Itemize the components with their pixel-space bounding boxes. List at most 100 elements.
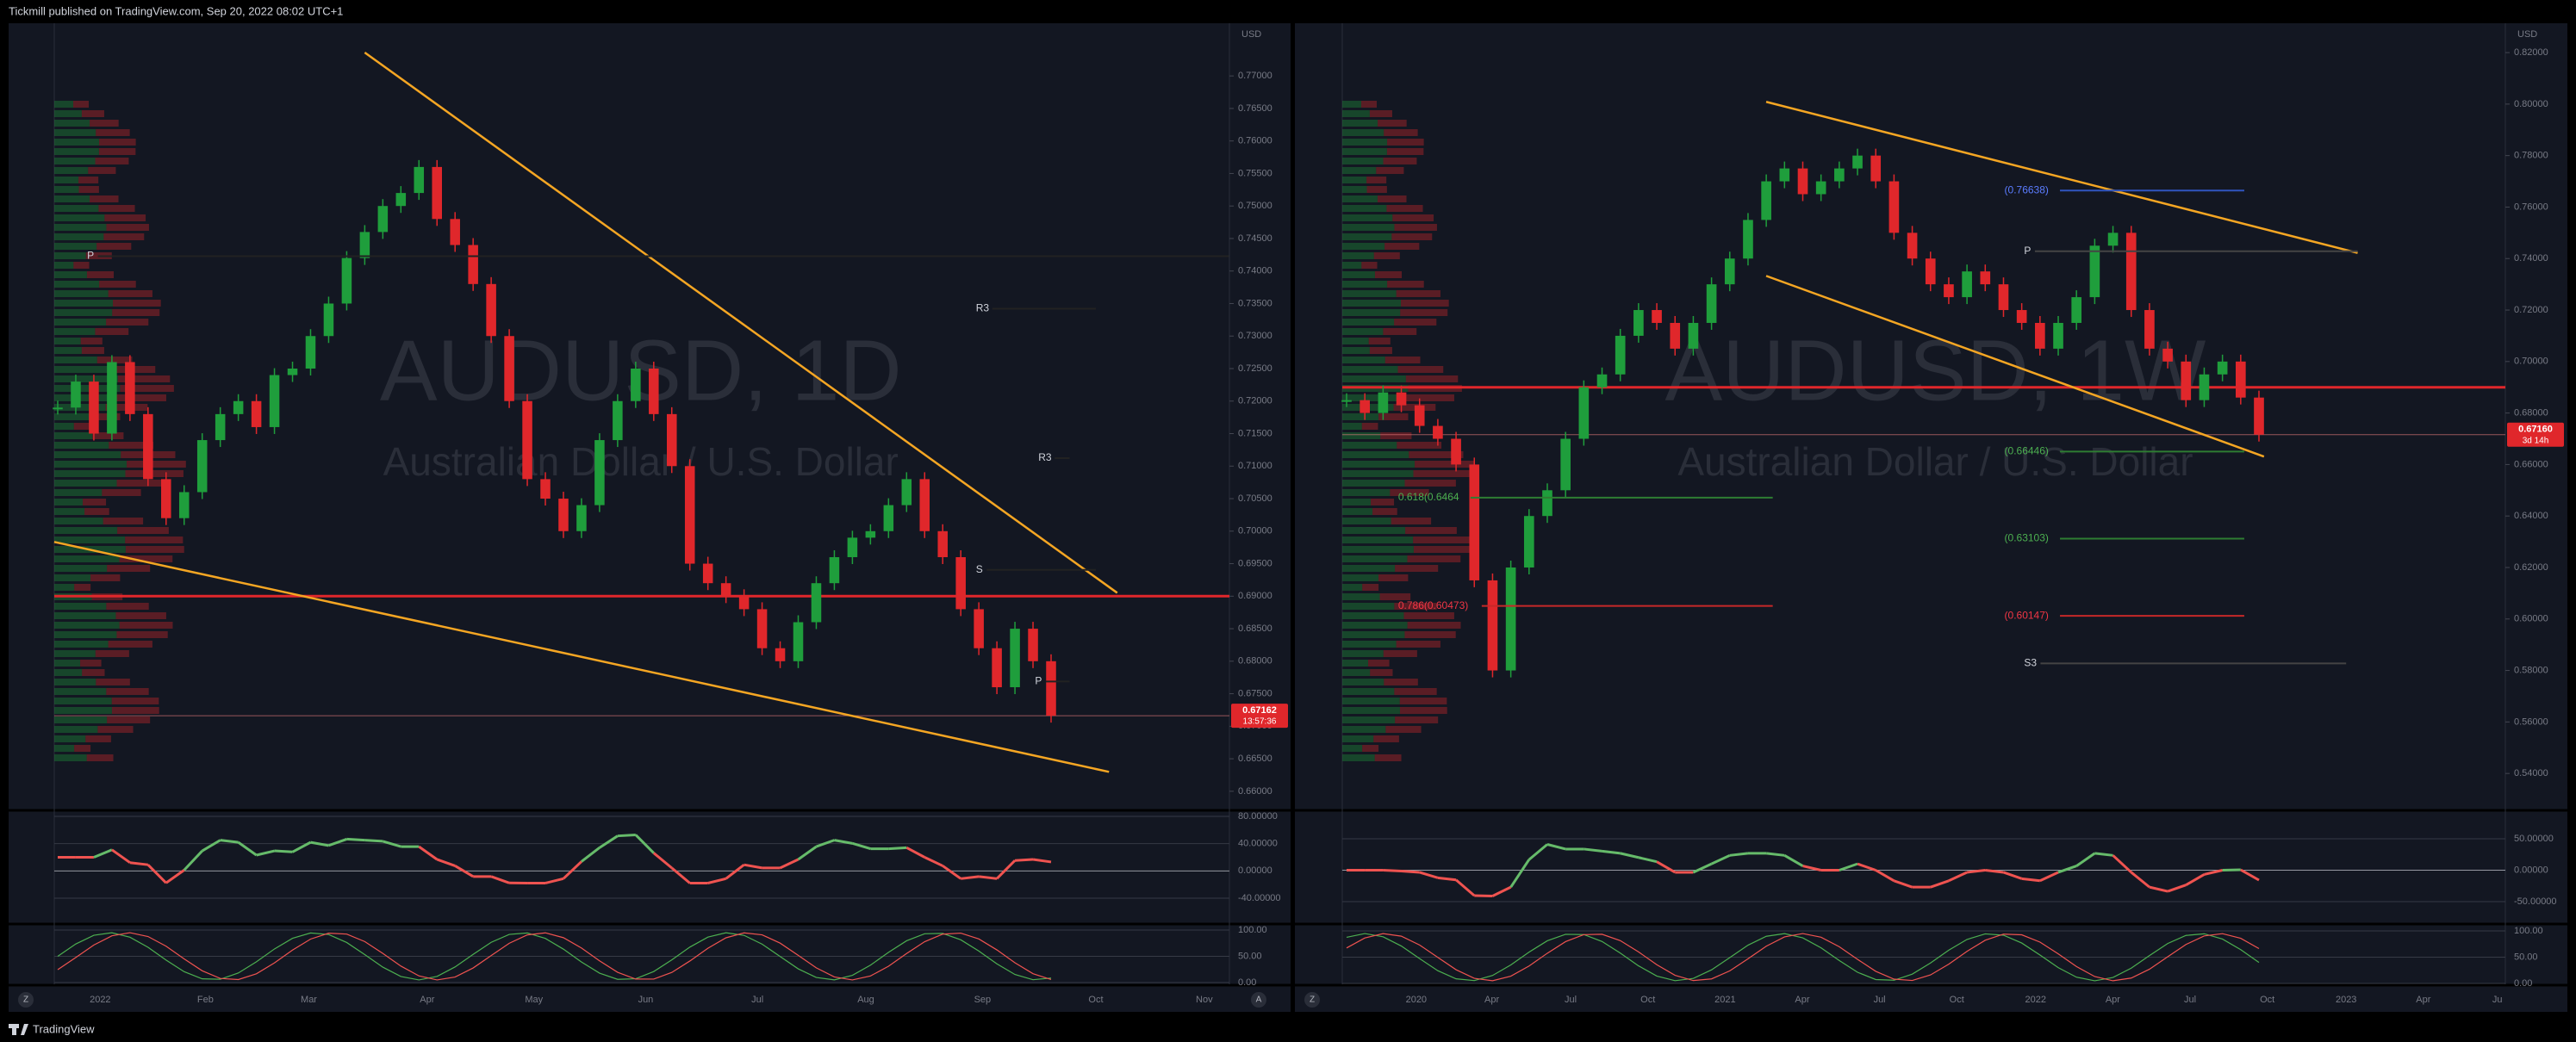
volume-profile-bar — [113, 300, 161, 307]
candle-body — [1396, 392, 1407, 406]
volume-profile-bar — [1395, 565, 1439, 572]
y-tick-label: 0.82000 — [2514, 47, 2548, 58]
candle-body — [1688, 322, 1699, 349]
scale-button-label[interactable]: Z — [1310, 995, 1315, 1005]
volume-profile-bar — [1342, 319, 1395, 326]
volume-profile-bar — [73, 101, 89, 108]
volume-profile-bar — [1342, 271, 1375, 278]
volume-profile-bar — [1396, 290, 1440, 297]
candle-body — [143, 413, 153, 480]
rsi-curve — [1765, 852, 1785, 857]
volume-profile-bar — [78, 186, 99, 193]
volume-profile-bar — [54, 281, 100, 288]
volume-profile-bar — [1342, 451, 1409, 458]
currency-label: USD — [2517, 29, 2537, 40]
candle-body — [558, 499, 569, 531]
volume-profile-bar — [1342, 309, 1401, 316]
footer-brand[interactable]: TradingView — [33, 1022, 95, 1035]
candle-body — [1815, 181, 1826, 195]
volume-profile-bar — [1342, 574, 1379, 581]
x-tick-label: Jul — [1874, 995, 1886, 1005]
candle-body — [1743, 220, 1753, 259]
volume-profile-bar — [97, 726, 134, 733]
rsi-curve — [1509, 859, 1531, 888]
volume-profile-bar — [1368, 338, 1391, 344]
volume-profile-bar — [54, 120, 90, 127]
x-tick-label: Apr — [1484, 995, 1499, 1005]
candle-body — [125, 362, 135, 414]
volume-profile-bar — [1409, 451, 1464, 458]
x-tick-label: Aug — [857, 995, 874, 1005]
annotation-label: R3 — [976, 302, 990, 314]
y-tick-label: 0.73000 — [1238, 331, 1272, 341]
volume-profile-bar — [1342, 650, 1384, 657]
rsi-curve — [346, 837, 365, 842]
trend-line — [1765, 275, 2265, 458]
y-tick-label: 0.62000 — [2514, 562, 2548, 573]
volume-profile-bar — [1376, 167, 1404, 174]
volume-profile-bar — [1342, 423, 1362, 430]
rsi-curve — [327, 837, 347, 847]
rsi-curve — [382, 840, 401, 848]
volume-profile-bar — [116, 480, 168, 487]
scale-button[interactable] — [18, 992, 34, 1008]
volume-profile-bar — [54, 271, 87, 278]
y-tick-label: 0.58000 — [2514, 665, 2548, 675]
rsi-curve — [201, 839, 221, 853]
volume-profile-bar — [1362, 584, 1379, 591]
volume-profile-bar — [1361, 101, 1377, 108]
rsi-curve — [562, 860, 582, 880]
volume-profile-bar — [1385, 726, 1422, 733]
volume-profile-bar — [1368, 660, 1390, 667]
candle-body — [2144, 310, 2155, 349]
scale-button[interactable] — [1304, 992, 1320, 1008]
volume-profile-bar — [1372, 508, 1397, 515]
currency-label: USD — [1241, 29, 1261, 40]
volume-profile-bar — [107, 565, 151, 572]
volume-profile-bar — [1342, 707, 1400, 714]
volume-profile-bar — [1342, 698, 1400, 704]
volume-profile-bar — [1342, 347, 1370, 354]
volume-profile-bar — [1396, 641, 1440, 648]
volume-profile-bar — [1342, 328, 1384, 335]
volume-profile-bar — [1342, 745, 1363, 752]
x-tick-label: Jun — [638, 995, 654, 1005]
rsi-curve — [1710, 853, 1731, 865]
rsi-curve — [129, 861, 148, 866]
rsi-curve — [961, 875, 980, 880]
rsi-curve — [418, 845, 439, 861]
volume-profile-bar — [1394, 319, 1437, 326]
y-tick-label: 0.67500 — [1238, 688, 1272, 698]
volume-profile-bar — [78, 177, 99, 183]
volume-profile-bar — [54, 603, 107, 610]
scale-button-label[interactable]: Z — [23, 995, 28, 1005]
volume-profile-bar — [1342, 101, 1361, 108]
candle-body — [901, 479, 912, 505]
candle-body — [594, 440, 605, 505]
candle-body — [684, 466, 695, 564]
volume-profile-bar — [54, 622, 120, 629]
volume-profile-bar — [106, 224, 149, 231]
rsi-curve — [1620, 852, 1640, 859]
candle-body — [2071, 297, 2082, 323]
annotation-label: S — [976, 563, 983, 575]
rsi-curve — [2094, 852, 2113, 857]
osc-tick-label: 100.00 — [1238, 925, 1267, 935]
volume-profile-bar — [54, 688, 107, 695]
rsi-curve — [2204, 869, 2223, 876]
candle-body — [720, 583, 731, 597]
stoch-d — [57, 932, 1052, 981]
volume-profile-bar — [54, 754, 87, 761]
volume-profile-bar — [1342, 366, 1398, 373]
volume-profile-bar — [95, 328, 129, 335]
candle-body — [215, 413, 226, 441]
volume-profile-bar — [1373, 252, 1400, 259]
scale-button-label[interactable]: A — [1256, 995, 1262, 1005]
candle-body — [486, 283, 496, 337]
osc-tick-label: 40.00000 — [1238, 839, 1278, 849]
volume-profile-bar — [54, 716, 108, 723]
y-tick-label: 0.75500 — [1238, 168, 1272, 178]
volume-profile-bar — [92, 432, 124, 439]
scale-button[interactable] — [1251, 992, 1266, 1008]
volume-profile-bar — [108, 290, 152, 297]
